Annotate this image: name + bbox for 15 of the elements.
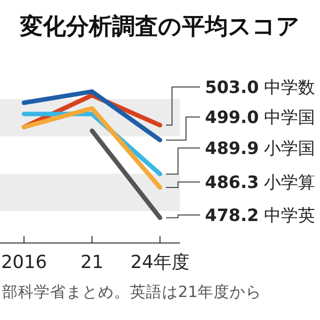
text: 中学数	[264, 78, 315, 98]
data-label: 503.0	[205, 78, 259, 98]
text: 小学算	[264, 173, 315, 193]
text: 中学国	[264, 108, 315, 128]
x-tick-label: 21	[80, 252, 104, 273]
data-label: 499.0	[205, 108, 259, 128]
x-tick-label: 24年度	[130, 252, 190, 273]
text: 部科学省まとめ。英語は21年度から	[2, 283, 262, 301]
chart-title: 変化分析調査の平均スコア	[19, 13, 300, 40]
data-label: 478.2	[205, 206, 259, 226]
data-label: 489.9	[205, 139, 259, 159]
x-tick-label: 2016	[1, 252, 47, 273]
data-label: 486.3	[205, 173, 259, 193]
text: 小学国	[264, 139, 315, 159]
text: 中学英	[264, 206, 315, 226]
